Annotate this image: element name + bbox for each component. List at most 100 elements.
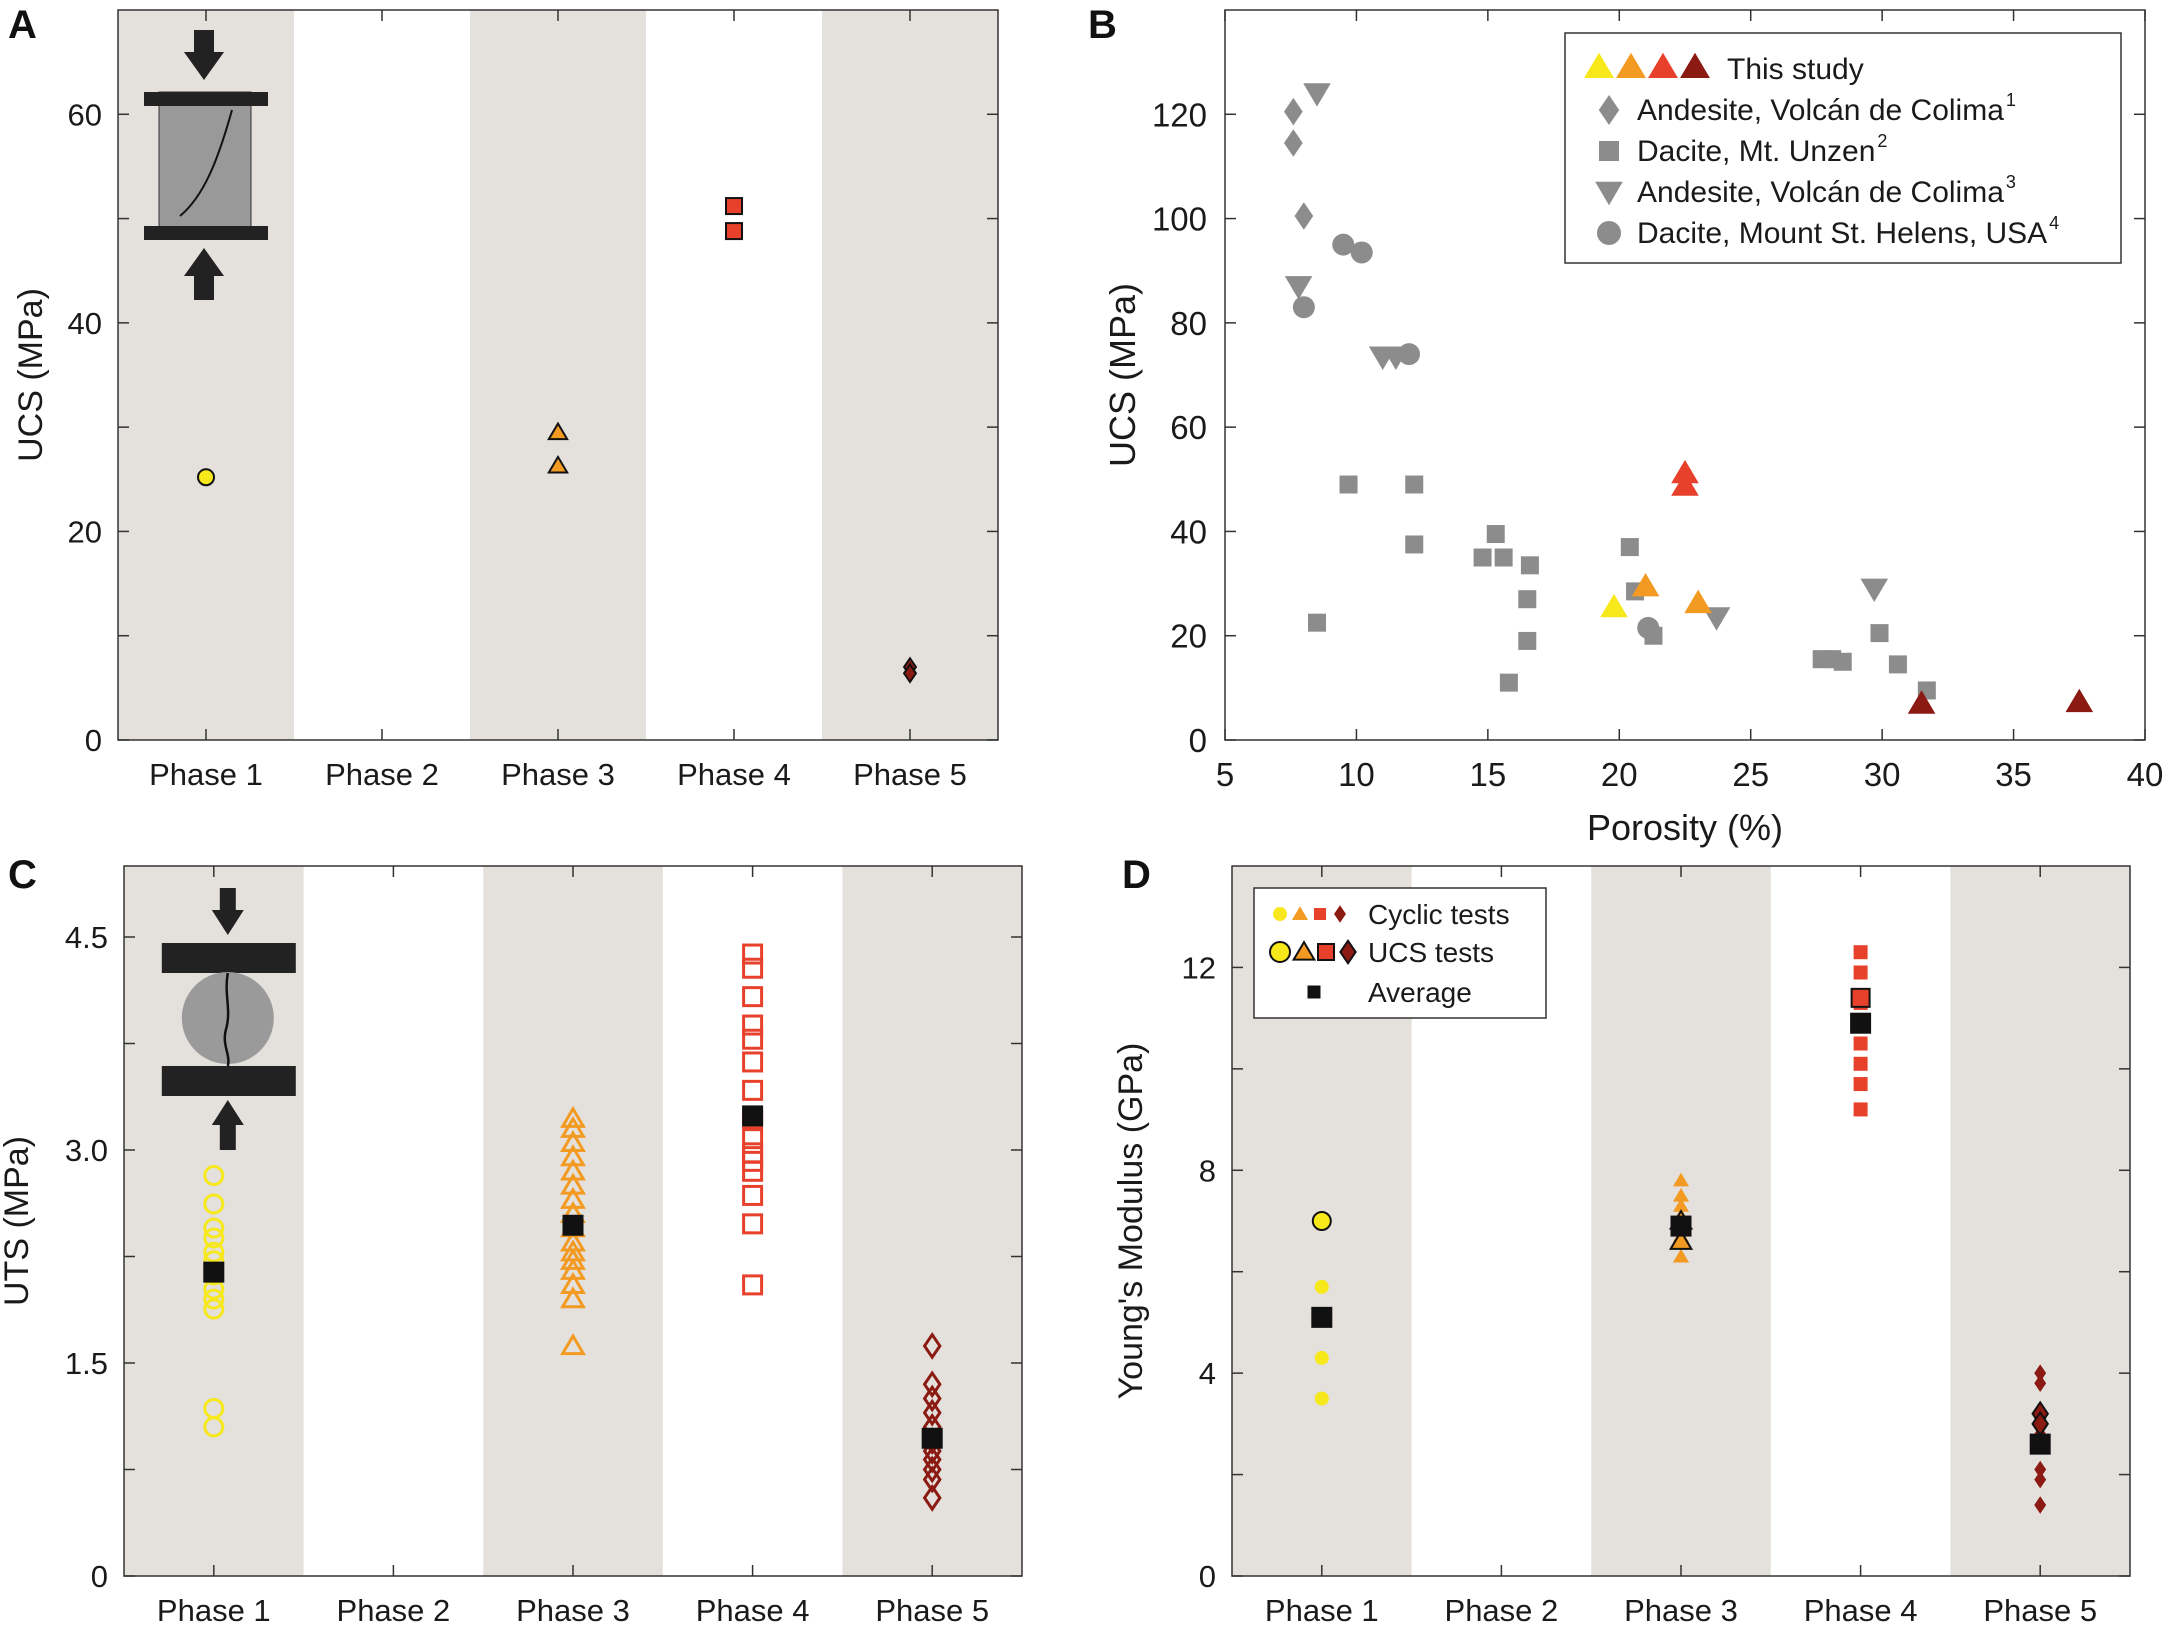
panel-b-y-tick-label: 40: [1170, 513, 1207, 550]
legend-cyclic-marker: [1273, 907, 1287, 921]
fracture-line: [179, 109, 233, 217]
panel-a-phase-band: [822, 10, 998, 740]
legend-superscript-1: 1: [2006, 90, 2016, 110]
panel-b-point: [1833, 652, 1852, 671]
panel-c-x-tick-label: Phase 1: [157, 1593, 271, 1628]
legend-label-2: Dacite, Mt. Unzen: [1637, 135, 1875, 168]
panel-d-cyclic-point: [1314, 1279, 1329, 1294]
rock-core-sample: [158, 91, 252, 231]
panel-d-cyclic-point: [1853, 945, 1868, 960]
panel-b-point: [1684, 589, 1712, 614]
panel-b-x-tick-label: 30: [1864, 756, 1901, 793]
panel-a-ucs-by-phase: 0 20 40 60 Phase 1 Phase 2 Phase 3 Phase 4 Phase…: [12, 9, 999, 792]
panel-b-point: [1473, 548, 1492, 567]
panel-c-point: [203, 1288, 225, 1310]
panel-d-x-tick-label: Phase 2: [1445, 1593, 1559, 1628]
panel-a-point: [197, 468, 215, 487]
panel-b-y-tick-label: 20: [1170, 618, 1207, 655]
panel-b-point: [1332, 233, 1355, 256]
legend-ucs-marker: [1317, 943, 1335, 961]
panel-b-point: [1907, 690, 1936, 714]
panel-a-point: [547, 454, 569, 474]
legend-literature-marker: [1597, 221, 1621, 245]
panel-c-point: [742, 1028, 764, 1050]
panel-b-plot-frame: [1224, 9, 2146, 741]
panel-d-youngs-modulus-by-phase: 0 4 8 12 Phase 1 Phase 2 Phase 3 Phase 4 Phase 5…: [1112, 865, 2131, 1628]
panel-b-x-tick-label: 40: [2127, 756, 2164, 793]
panel-a-x-tick-label: Phase 5: [853, 757, 967, 792]
panel-c-point: [922, 1398, 942, 1427]
panel-b-x-tick-label: 10: [1338, 756, 1375, 793]
panel-c-point: [742, 1014, 764, 1036]
panel-b-point: [1283, 97, 1303, 126]
down-arrow-icon: [211, 888, 244, 935]
panel-c-x-tick-label: Phase 5: [875, 1593, 989, 1628]
panel-c-point: [560, 1115, 586, 1138]
panel-b-point: [1398, 343, 1420, 366]
panel-d-cyclic-point: [1672, 1187, 1690, 1202]
panel-d-average-point: [1311, 1306, 1333, 1328]
panel-a-point: [725, 197, 743, 216]
panel-c-average-point: [562, 1214, 584, 1236]
panel-c-point: [742, 1128, 764, 1150]
panel-d-cyclic-point: [1853, 1102, 1868, 1117]
panel-letter-c: C: [8, 853, 37, 897]
legend-this-study-marker: [1616, 52, 1646, 79]
panel-c-point: [742, 1079, 764, 1101]
panel-b-x-tick-label: 15: [1469, 756, 1506, 793]
panel-c-average-point: [203, 1261, 225, 1283]
legend-cyclic-marker: [1314, 908, 1326, 920]
panel-a-x-tick-label: Phase 2: [325, 757, 439, 792]
panel-c-point: [203, 1298, 225, 1320]
panel-a-phase-band: [470, 10, 646, 740]
panel-b-point: [1702, 607, 1731, 631]
panel-b-point: [1631, 572, 1660, 597]
panel-b-y-tick-label: 100: [1152, 201, 1207, 238]
panel-b-point: [1294, 202, 1314, 230]
panel-b-point: [1486, 525, 1505, 544]
panel-letter-b: B: [1088, 3, 1117, 47]
panel-c-point: [560, 1158, 586, 1181]
panel-c-point: [560, 1144, 586, 1167]
brazilian-test-schematic-icon: [161, 888, 296, 1150]
panel-d-cyclic-point: [2034, 1470, 2047, 1489]
up-arrow-icon: [184, 248, 224, 300]
panel-b-point: [1860, 578, 1889, 602]
panel-c-point: [742, 957, 764, 979]
panel-b-point: [1518, 590, 1537, 609]
panel-c-point: [742, 1213, 764, 1235]
legend-superscript-3: 3: [2006, 172, 2016, 192]
panel-c-y-tick-label: 0: [91, 1559, 108, 1594]
panel-b-point: [1405, 535, 1424, 554]
panel-b-y-axis-label: UCS (MPa): [1102, 283, 1143, 467]
panel-b-point: [1518, 631, 1537, 650]
panel-d-cyclic-point: [1672, 1248, 1690, 1263]
panel-b-y-tick-label: 60: [1170, 409, 1207, 446]
panel-d-legend: Cyclic tests UCS tests Average: [1253, 887, 1547, 1019]
panel-c-uts-by-phase: 0 1.5 3.0 4.5 Phase 1 Phase 2 Phase 3 Phase 4 Ph…: [0, 865, 1023, 1628]
panel-d-average-point: [1670, 1215, 1692, 1237]
panel-c-point: [203, 1241, 225, 1263]
panel-a-y-tick-label: 60: [68, 97, 102, 132]
panel-c-x-tick-label: Phase 2: [337, 1593, 451, 1628]
panel-d-ucs-point: [1311, 1211, 1332, 1231]
panel-letter-d: D: [1122, 853, 1151, 897]
panel-b-x-tick-label: 25: [1732, 756, 1769, 793]
panel-c-point: [560, 1247, 586, 1270]
panel-a-y-tick-label: 20: [68, 514, 102, 549]
panel-b-point: [1671, 472, 1699, 496]
panel-c-point: [560, 1105, 586, 1128]
panel-b-point: [1637, 616, 1660, 639]
panel-d-y-tick-label: 12: [1182, 950, 1216, 985]
panel-c-y-tick-label: 1.5: [65, 1346, 108, 1381]
panel-c-point: [922, 1455, 942, 1484]
panel-b-y-tick-label: 80: [1170, 305, 1207, 342]
panel-b-point: [1303, 83, 1331, 107]
panel-letter-a: A: [8, 3, 37, 47]
panel-a-y-tick-label: 40: [68, 306, 102, 341]
legend-superscript-4: 4: [2049, 213, 2059, 233]
panel-d-cyclic-point: [1672, 1198, 1690, 1212]
panel-c-point: [560, 1333, 586, 1356]
panel-c-point: [560, 1286, 586, 1309]
